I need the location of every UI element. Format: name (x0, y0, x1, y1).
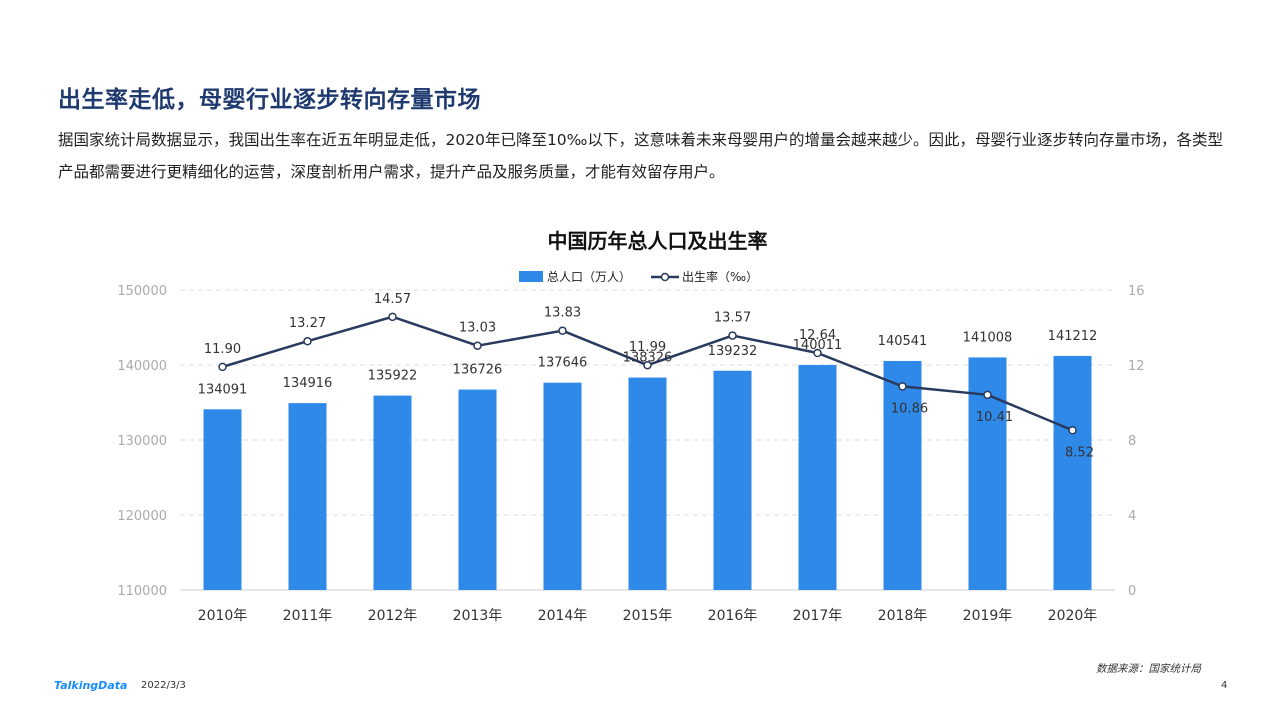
x-tick-label: 2015年 (623, 608, 673, 624)
bar-population (458, 389, 497, 590)
x-tick-label: 2019年 (963, 608, 1013, 624)
data-source: 数据来源：国家统计局 (1096, 663, 1201, 675)
point-birthrate (473, 341, 482, 350)
point-label-birthrate: 14.57 (374, 292, 411, 307)
bar-population (203, 409, 242, 590)
bar-population (628, 377, 667, 590)
legend-marker-birthrate (660, 272, 670, 282)
intro-paragraph: 据国家统计局数据显示，我国出生率在近五年明显走低，2020年已降至10‰以下，这… (58, 131, 1223, 181)
chart-title: 中国历年总人口及出生率 (548, 229, 768, 253)
point-label-birthrate: 13.03 (459, 321, 496, 336)
point-birthrate (558, 326, 567, 335)
y-tick-left: 140000 (117, 359, 167, 374)
point-label-birthrate: 10.41 (976, 410, 1013, 425)
point-birthrate (983, 390, 992, 400)
x-tick-label: 2014年 (538, 608, 588, 624)
point-label-birthrate: 13.27 (289, 316, 326, 331)
x-tick-label: 2017年 (793, 608, 843, 624)
footer-date: 2022/3/3 (141, 680, 186, 691)
x-tick-label: 2012年 (368, 608, 418, 624)
point-birthrate (303, 336, 312, 346)
bar-label-population: 134091 (198, 382, 248, 397)
point-label-birthrate: 13.57 (714, 311, 751, 326)
y-tick-right: 8 (1128, 434, 1136, 449)
point-label-birthrate: 10.86 (891, 401, 928, 416)
point-birthrate (728, 331, 737, 340)
legend-swatch-population (519, 271, 543, 282)
y-tick-right: 12 (1128, 359, 1145, 374)
point-birthrate (898, 382, 907, 391)
y-tick-right: 4 (1128, 509, 1136, 524)
bar-label-population: 141008 (963, 330, 1013, 345)
point-birthrate (813, 348, 822, 358)
bar-label-population: 135922 (368, 369, 418, 384)
y-tick-left: 120000 (117, 509, 167, 524)
bar-population (713, 370, 752, 590)
point-label-birthrate: 8.52 (1065, 445, 1094, 460)
bar-label-population: 134916 (283, 376, 333, 391)
y-tick-right: 16 (1128, 284, 1145, 299)
bar-label-population: 140011 (793, 338, 843, 353)
point-label-birthrate: 11.90 (204, 342, 241, 357)
y-tick-left: 130000 (117, 434, 167, 449)
y-tick-left: 110000 (117, 584, 167, 599)
bar-label-population: 137646 (538, 356, 588, 371)
bar-label-population: 139232 (708, 344, 758, 359)
bar-label-population: 140541 (878, 334, 928, 349)
x-tick-label: 2010年 (198, 608, 248, 624)
legend-label-population: 总人口（万人） (547, 270, 631, 284)
bar-label-population: 136726 (453, 363, 503, 378)
bar-label-population: 141212 (1048, 329, 1098, 344)
point-label-birthrate: 12.64 (799, 328, 836, 343)
bar-population (1053, 355, 1092, 590)
x-tick-label: 2016年 (708, 608, 758, 624)
x-tick-label: 2011年 (283, 608, 333, 624)
legend-label-birthrate: 出生率（‰） (682, 269, 758, 284)
bar-population (288, 403, 327, 590)
page-title: 出生率走低，母婴行业逐步转向存量市场 (58, 87, 481, 113)
y-tick-left: 150000 (117, 284, 167, 299)
point-birthrate (643, 360, 652, 370)
point-label-birthrate: 13.83 (544, 306, 581, 321)
bar-population (883, 360, 922, 590)
x-tick-label: 2018年 (878, 608, 928, 624)
page-number: 4 (1221, 680, 1228, 691)
point-birthrate (218, 362, 227, 372)
y-tick-right: 0 (1128, 584, 1136, 599)
point-birthrate (388, 312, 397, 322)
point-birthrate (1068, 426, 1077, 435)
bar-population (798, 364, 837, 590)
talkingdata-logo: TalkingData (54, 679, 128, 692)
x-tick-label: 2020年 (1048, 608, 1098, 624)
x-tick-label: 2013年 (453, 608, 503, 624)
point-label-birthrate: 11.99 (629, 340, 666, 355)
bar-population (543, 382, 582, 590)
bar-population (373, 395, 412, 590)
